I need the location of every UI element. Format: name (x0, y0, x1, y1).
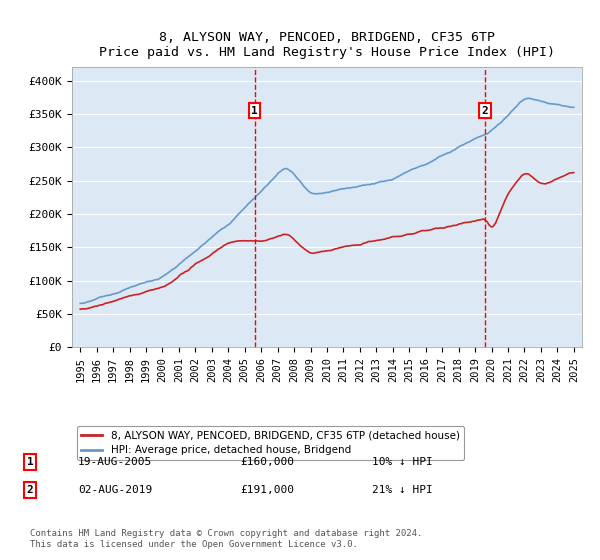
Title: 8, ALYSON WAY, PENCOED, BRIDGEND, CF35 6TP
Price paid vs. HM Land Registry's Hou: 8, ALYSON WAY, PENCOED, BRIDGEND, CF35 6… (99, 31, 555, 59)
Text: 1: 1 (251, 105, 258, 115)
Text: 19-AUG-2005: 19-AUG-2005 (78, 457, 152, 467)
Text: 2: 2 (482, 105, 488, 115)
Text: 21% ↓ HPI: 21% ↓ HPI (372, 485, 433, 495)
Text: 2: 2 (26, 485, 34, 495)
Text: Contains HM Land Registry data © Crown copyright and database right 2024.
This d: Contains HM Land Registry data © Crown c… (30, 529, 422, 549)
Text: £160,000: £160,000 (240, 457, 294, 467)
Legend: 8, ALYSON WAY, PENCOED, BRIDGEND, CF35 6TP (detached house), HPI: Average price,: 8, ALYSON WAY, PENCOED, BRIDGEND, CF35 6… (77, 426, 464, 460)
Text: £191,000: £191,000 (240, 485, 294, 495)
Text: 1: 1 (26, 457, 34, 467)
Text: 10% ↓ HPI: 10% ↓ HPI (372, 457, 433, 467)
Text: 02-AUG-2019: 02-AUG-2019 (78, 485, 152, 495)
